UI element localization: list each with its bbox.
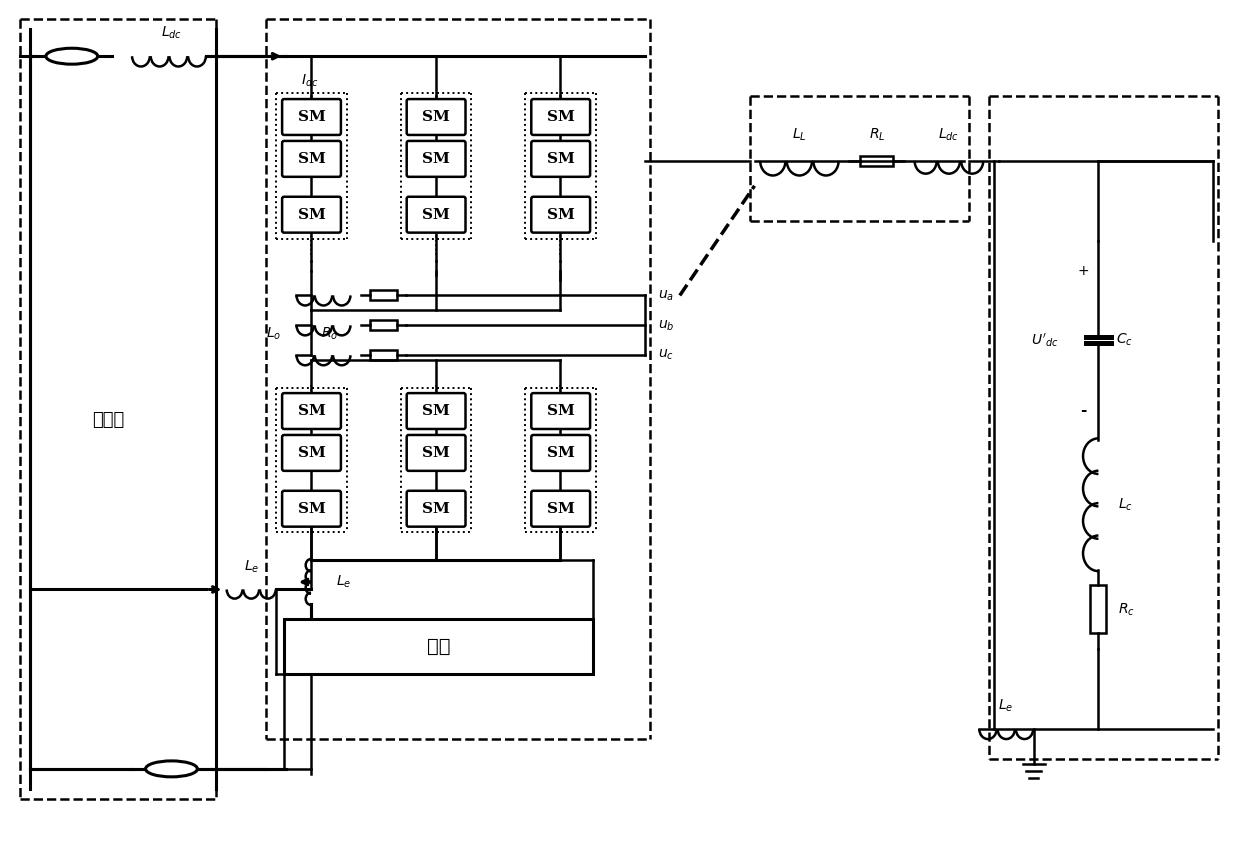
FancyBboxPatch shape bbox=[283, 197, 341, 232]
FancyBboxPatch shape bbox=[407, 197, 465, 232]
Text: $L_o$: $L_o$ bbox=[265, 325, 281, 341]
Text: SM: SM bbox=[422, 404, 450, 418]
Text: $L_e$: $L_e$ bbox=[998, 698, 1013, 714]
Text: $L_e$: $L_e$ bbox=[336, 574, 351, 591]
Text: SM: SM bbox=[547, 110, 574, 124]
Text: SM: SM bbox=[547, 151, 574, 166]
Text: SM: SM bbox=[547, 502, 574, 516]
Bar bbox=[1090, 585, 1106, 633]
Text: SM: SM bbox=[422, 502, 450, 516]
Text: $R_c$: $R_c$ bbox=[1118, 601, 1136, 618]
Text: $u_b$: $u_b$ bbox=[658, 318, 675, 333]
FancyBboxPatch shape bbox=[283, 491, 341, 527]
Text: SM: SM bbox=[298, 151, 325, 166]
FancyBboxPatch shape bbox=[531, 141, 590, 177]
FancyBboxPatch shape bbox=[407, 99, 465, 135]
FancyBboxPatch shape bbox=[407, 435, 465, 471]
FancyBboxPatch shape bbox=[407, 491, 465, 527]
Text: 负极: 负极 bbox=[427, 637, 450, 656]
Text: SM: SM bbox=[422, 110, 450, 124]
Text: $u_a$: $u_a$ bbox=[658, 288, 675, 303]
Text: SM: SM bbox=[547, 404, 574, 418]
Bar bbox=[370, 290, 397, 300]
Text: SM: SM bbox=[422, 208, 450, 222]
Text: SM: SM bbox=[298, 446, 325, 460]
FancyBboxPatch shape bbox=[531, 99, 590, 135]
Text: 架空线: 架空线 bbox=[92, 411, 124, 429]
FancyBboxPatch shape bbox=[283, 141, 341, 177]
Text: $L_L$: $L_L$ bbox=[792, 127, 807, 143]
FancyBboxPatch shape bbox=[531, 197, 590, 232]
Text: $U'_{dc}$: $U'_{dc}$ bbox=[1030, 332, 1059, 349]
Text: $L_c$: $L_c$ bbox=[1118, 496, 1133, 513]
Text: $u_c$: $u_c$ bbox=[658, 348, 673, 363]
Ellipse shape bbox=[145, 761, 197, 777]
Text: $L_{dc}$: $L_{dc}$ bbox=[161, 25, 182, 41]
Text: $L_e$: $L_e$ bbox=[243, 558, 259, 574]
Text: SM: SM bbox=[422, 151, 450, 166]
FancyBboxPatch shape bbox=[283, 99, 341, 135]
FancyBboxPatch shape bbox=[283, 393, 341, 429]
Text: SM: SM bbox=[547, 446, 574, 460]
Bar bbox=[861, 156, 893, 166]
Ellipse shape bbox=[46, 49, 98, 64]
Text: -: - bbox=[1080, 403, 1086, 418]
Text: SM: SM bbox=[298, 404, 325, 418]
Text: $C_c$: $C_c$ bbox=[1116, 332, 1133, 348]
Bar bbox=[370, 320, 397, 330]
Text: SM: SM bbox=[298, 502, 325, 516]
FancyBboxPatch shape bbox=[531, 393, 590, 429]
FancyBboxPatch shape bbox=[531, 491, 590, 527]
Text: SM: SM bbox=[298, 208, 325, 222]
FancyBboxPatch shape bbox=[283, 435, 341, 471]
Text: $L_{dc}$: $L_{dc}$ bbox=[939, 127, 960, 143]
Text: SM: SM bbox=[547, 208, 574, 222]
FancyBboxPatch shape bbox=[407, 393, 465, 429]
Bar bbox=[284, 620, 593, 674]
FancyBboxPatch shape bbox=[531, 435, 590, 471]
FancyBboxPatch shape bbox=[407, 141, 465, 177]
Bar bbox=[370, 351, 397, 360]
Text: +: + bbox=[1078, 264, 1089, 277]
Text: $R_o$: $R_o$ bbox=[321, 325, 339, 341]
Text: SM: SM bbox=[422, 446, 450, 460]
Text: $I_{dc}$: $I_{dc}$ bbox=[301, 72, 319, 89]
Text: $R_L$: $R_L$ bbox=[869, 127, 885, 143]
Text: SM: SM bbox=[298, 110, 325, 124]
